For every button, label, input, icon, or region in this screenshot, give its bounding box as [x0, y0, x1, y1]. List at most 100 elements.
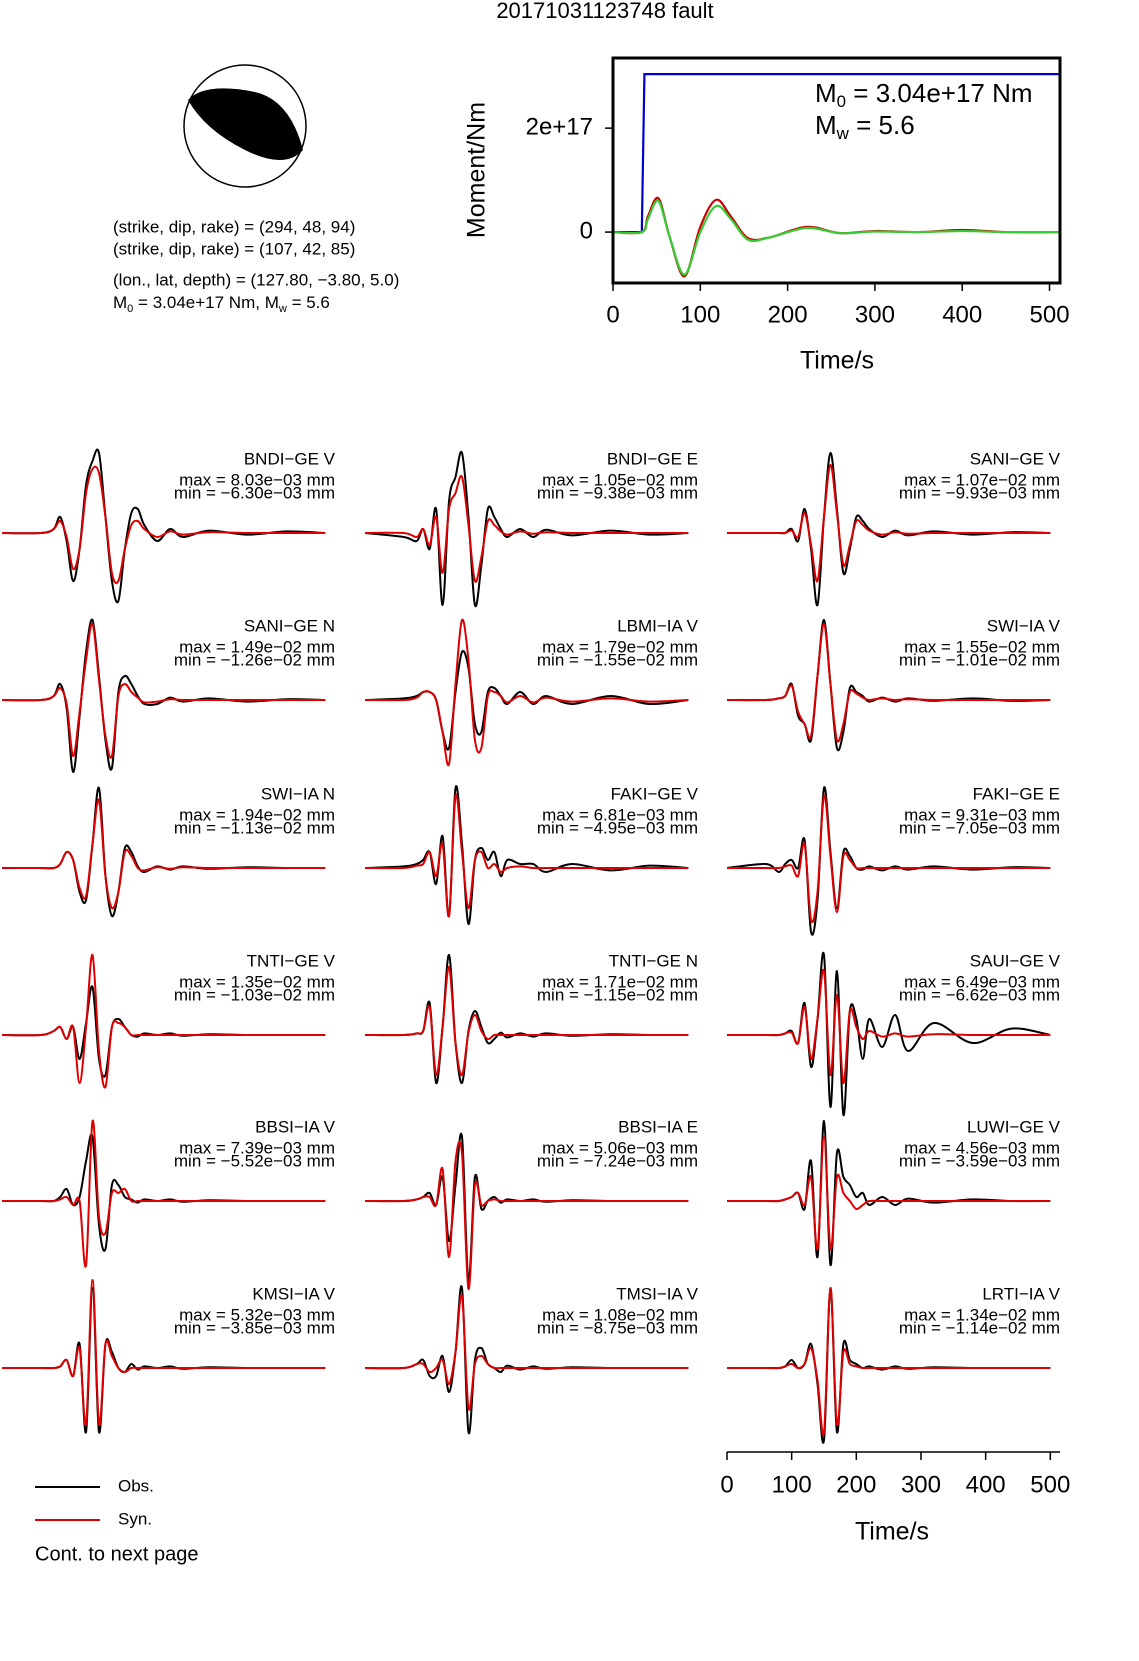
- x-tick-label: 500: [1030, 301, 1070, 328]
- mechanism-line: (strike, dip, rake) = (294, 48, 94): [113, 217, 355, 236]
- x-tick-label: 300: [901, 1471, 941, 1498]
- title: 20171031123748 fault: [496, 0, 713, 23]
- synthetic-trace: [727, 1135, 1051, 1251]
- max-label: max = 8.03e−03 mm: [179, 470, 335, 489]
- footer: Cont. to next page: [35, 1543, 198, 1565]
- annotation: M0 = 3.04e+17 Nm: [815, 78, 1033, 111]
- synthetic-trace: [1, 622, 326, 759]
- y-tick-label: 0: [580, 217, 593, 244]
- max-label: max = 1.49e−02 mm: [179, 637, 335, 656]
- station-label: TMSI−IA V: [616, 1284, 698, 1303]
- moment-line: M0 = 3.04e+17 Nm, Mw = 5.6: [113, 293, 330, 315]
- max-label: max = 5.06e−03 mm: [542, 1138, 698, 1157]
- station-label: TNTI−GE V: [247, 951, 336, 970]
- synthetic-trace: [1, 1278, 326, 1426]
- station-label: SWI−IA V: [987, 616, 1061, 635]
- annotation: Mw = 5.6: [815, 110, 915, 143]
- text-part: = 5.6: [849, 110, 915, 140]
- subscript: w: [836, 124, 850, 143]
- max-label: max = 1.35e−02 mm: [179, 972, 335, 991]
- station-label: TNTI−GE N: [609, 951, 698, 970]
- subscript: w: [278, 303, 287, 315]
- beachball: [183, 64, 307, 188]
- text-part: = 3.04e+17 Nm: [846, 78, 1032, 108]
- station-label: BBSI−IA V: [255, 1117, 336, 1136]
- synthetic-trace: [2, 1119, 326, 1268]
- observed-trace: [364, 450, 689, 608]
- station-label: FAKI−GE E: [973, 784, 1060, 803]
- station-label: BBSI−IA E: [618, 1117, 698, 1136]
- station-label: BNDI−GE E: [607, 449, 698, 468]
- min-label: min = −9.38e−03 mm: [537, 483, 698, 502]
- max-label: max = 6.81e−03 mm: [542, 805, 698, 824]
- beachball-compression: [188, 88, 303, 160]
- synthetic-trace: [727, 463, 1051, 583]
- synthetic-trace: [727, 968, 1051, 1085]
- min-label: min = −4.95e−03 mm: [537, 818, 698, 837]
- synthetic-trace: [364, 1140, 689, 1291]
- y-axis-label: Moment/Nm: [463, 102, 491, 238]
- mechanism-line: (lon., lat, depth) = (127.80, −3.80, 5.0…: [113, 270, 399, 289]
- x-tick-label: 400: [966, 1471, 1006, 1498]
- min-label: min = −7.05e−03 mm: [899, 818, 1060, 837]
- x-tick-label: 0: [720, 1471, 733, 1498]
- min-label: min = −9.93e−03 mm: [899, 483, 1060, 502]
- mechanism-line: (strike, dip, rake) = (107, 42, 85): [113, 239, 355, 258]
- min-label: min = −1.55e−02 mm: [537, 650, 698, 669]
- subscript: 0: [837, 92, 846, 111]
- min-label: min = −1.14e−02 mm: [899, 1318, 1060, 1337]
- x-tick-label: 200: [836, 1471, 876, 1498]
- max-label: max = 1.71e−02 mm: [542, 972, 698, 991]
- synthetic-trace: [364, 965, 689, 1077]
- plot-frame: [611, 56, 1062, 285]
- station-label: SWI−IA N: [261, 784, 335, 803]
- text-part: M: [815, 78, 837, 108]
- observed-trace: [364, 953, 689, 1085]
- max-label: max = 6.49e−03 mm: [904, 972, 1060, 991]
- x-tick-label: 100: [772, 1471, 812, 1498]
- synthetic-trace: [364, 1293, 689, 1411]
- legend-label: Syn.: [118, 1509, 152, 1528]
- min-label: min = −1.13e−02 mm: [174, 818, 335, 837]
- text-part: = 5.6: [287, 293, 330, 312]
- max-label: max = 1.55e−02 mm: [904, 637, 1060, 656]
- x-tick-label: 200: [768, 301, 808, 328]
- synthetic-trace: [1, 953, 326, 1089]
- x-axis-label: Time/s: [800, 347, 874, 375]
- x-tick-label: 400: [942, 301, 982, 328]
- min-label: min = −3.85e−03 mm: [174, 1318, 335, 1337]
- synthetic-trace: [2, 798, 326, 910]
- station-label: BNDI−GE V: [244, 449, 336, 468]
- max-label: max = 7.39e−03 mm: [179, 1138, 335, 1157]
- min-label: min = −1.01e−02 mm: [899, 650, 1060, 669]
- synthetic-trace: [364, 618, 689, 767]
- x-tick-label: 300: [855, 301, 895, 328]
- max-label: max = 4.56e−03 mm: [904, 1138, 1060, 1157]
- synthetic-trace: [364, 793, 689, 918]
- min-label: min = −6.30e−03 mm: [174, 483, 335, 502]
- max-label: max = 1.79e−02 mm: [542, 637, 698, 656]
- text-part: = 3.04e+17 Nm, M: [133, 293, 279, 312]
- subscript: 0: [127, 303, 133, 315]
- min-label: min = −1.15e−02 mm: [537, 985, 698, 1004]
- station-label: SAUI−GE V: [970, 951, 1061, 970]
- min-label: min = −7.24e−03 mm: [537, 1151, 698, 1170]
- max-label: max = 5.32e−03 mm: [179, 1305, 335, 1324]
- synthetic-trace: [364, 474, 689, 583]
- min-label: min = −1.03e−02 mm: [174, 985, 335, 1004]
- x-tick-label: 100: [680, 301, 720, 328]
- text-part: M: [113, 293, 127, 312]
- station-label: LRTI−IA V: [982, 1284, 1060, 1303]
- min-label: min = −1.26e−02 mm: [174, 650, 335, 669]
- station-label: LUWI−GE V: [967, 1117, 1061, 1136]
- station-label: SANI−GE V: [970, 449, 1061, 468]
- station-label: KMSI−IA V: [252, 1284, 335, 1303]
- x-tick-label: 0: [606, 301, 619, 328]
- max-label: max = 1.94e−02 mm: [179, 805, 335, 824]
- legend-label: Obs.: [118, 1476, 154, 1495]
- synthetic-trace: [727, 794, 1051, 923]
- synthetic-trace: [726, 1286, 1051, 1436]
- moment-line: [612, 196, 1061, 278]
- synthetic-trace: [1, 465, 326, 585]
